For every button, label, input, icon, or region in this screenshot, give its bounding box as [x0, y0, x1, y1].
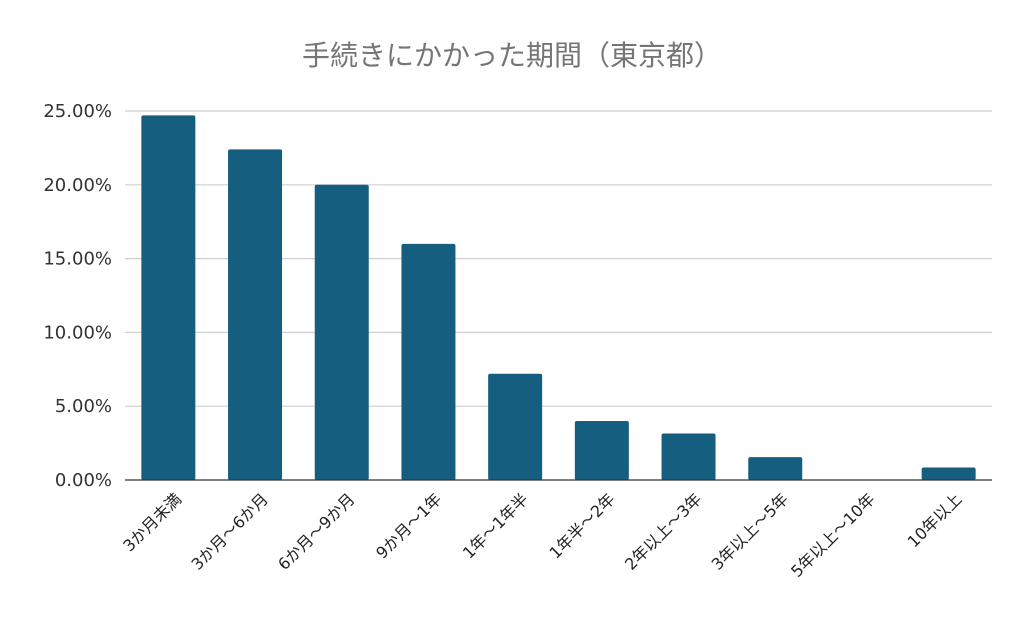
bar — [141, 115, 196, 480]
chart-title: 手続きにかかった期間（東京都） — [302, 39, 722, 72]
bar — [574, 420, 629, 480]
x-tick-label: 1年～1年半 — [459, 489, 532, 562]
y-tick-label: 0.00% — [55, 470, 112, 491]
x-tick-label: 10年以上 — [904, 489, 966, 551]
bar — [921, 467, 976, 480]
x-tick-label: 3か月未満 — [119, 489, 185, 555]
x-tick-label: 2年以上～3年 — [621, 489, 705, 573]
y-tick-label: 15.00% — [43, 249, 112, 270]
bar — [748, 457, 803, 480]
bar — [401, 243, 456, 480]
y-tick-label: 5.00% — [55, 396, 112, 417]
y-tick-label: 20.00% — [43, 175, 112, 196]
bar — [488, 373, 543, 480]
x-tick-label: 1年半～2年 — [546, 489, 619, 562]
x-tick-label: 6か月～9か月 — [274, 489, 358, 573]
bar — [661, 433, 716, 480]
x-tick-label: 5年以上～10年 — [787, 489, 879, 581]
y-tick-label: 25.00% — [43, 101, 112, 122]
y-tick-label: 10.00% — [43, 322, 112, 343]
x-axis-labels: 3か月未満 3か月～6か月 6か月～9か月 9か月～1年 1年～1年半 1年半～2年 2年以… — [119, 489, 965, 581]
x-tick-label: 3年以上～5年 — [708, 489, 792, 573]
x-tick-label: 9か月～1年 — [372, 489, 445, 562]
bar — [314, 184, 369, 481]
x-tick-label: 3か月～6か月 — [187, 489, 271, 573]
y-axis-ticks: 0.00% 5.00% 10.00% 15.00% 20.00% 25.00% — [43, 101, 112, 491]
bars — [141, 115, 976, 481]
bar — [228, 149, 283, 480]
